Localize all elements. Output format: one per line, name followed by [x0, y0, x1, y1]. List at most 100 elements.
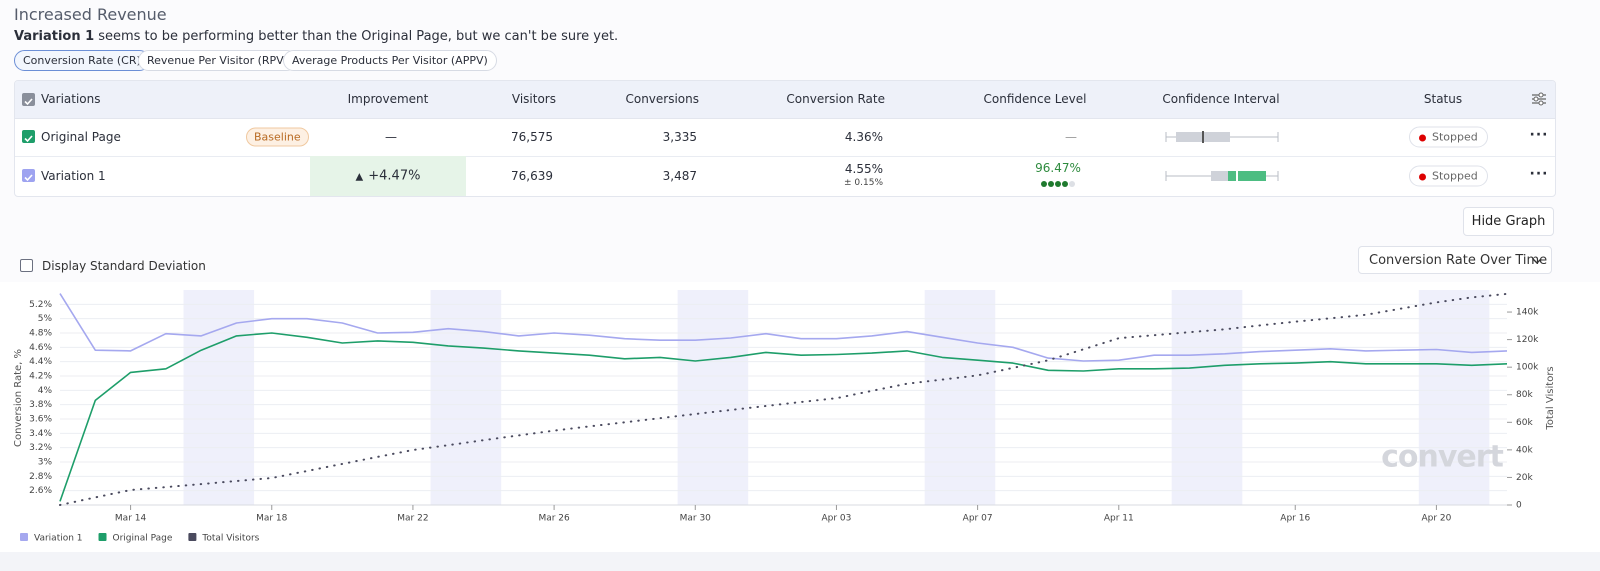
- y-tick-label: 4.6%: [29, 343, 52, 353]
- y2-tick-label: 60k: [1516, 418, 1533, 428]
- x-tick-label: Mar 26: [538, 514, 570, 524]
- column-header: Confidence Interval: [1162, 92, 1280, 106]
- improvement: —: [385, 130, 397, 144]
- variation-name: Variation 1: [41, 169, 106, 183]
- y-axis-title: Conversion Rate, %: [13, 349, 24, 447]
- row-menu[interactable]: ···: [1529, 166, 1549, 182]
- y2-tick-label: 40k: [1516, 445, 1533, 455]
- logo: convert: [1381, 440, 1503, 475]
- column-header: Improvement: [347, 92, 429, 106]
- y-tick-label: 3.4%: [29, 429, 52, 439]
- improvement-highlight: [310, 156, 466, 196]
- weekend-band: [430, 290, 502, 505]
- summary-bold: Variation 1: [14, 29, 95, 44]
- status: Stopped: [1409, 165, 1488, 187]
- row-menu[interactable]: ···: [1529, 127, 1549, 143]
- confidence-interval: [1165, 170, 1279, 182]
- y-tick-label: 4.2%: [29, 372, 52, 382]
- legend-label: Total Visitors: [201, 534, 259, 544]
- x-tick-label: Apr 16: [1280, 514, 1310, 524]
- legend-label: Variation 1: [34, 534, 83, 544]
- y-tick-label: 3%: [38, 458, 53, 468]
- x-tick-label: Apr 03: [821, 514, 851, 524]
- std-dev-label: Display Standard Deviation: [42, 259, 206, 273]
- status: Stopped: [1409, 126, 1488, 148]
- improvement: ▲ +4.47%: [355, 168, 421, 184]
- confidence: —: [1065, 130, 1077, 144]
- visitors: 76,639: [511, 169, 553, 183]
- chart-bg: [0, 282, 1600, 552]
- status-text: Stopped: [1432, 169, 1478, 183]
- conversion-rate-error: ± 0.15%: [844, 178, 883, 188]
- tab[interactable]: Revenue Per Visitor (RPV): [138, 50, 298, 71]
- checkbox[interactable]: [22, 93, 35, 106]
- y-tick-label: 4%: [38, 386, 53, 396]
- weekend-band: [1418, 290, 1490, 505]
- confidence-dots: [1041, 181, 1075, 187]
- table-row: [15, 118, 1555, 157]
- column-header: Status: [1423, 92, 1463, 106]
- x-tick-label: Apr 07: [963, 514, 993, 524]
- column-header: Conversions: [625, 92, 699, 106]
- y2-tick-label: 140k: [1516, 308, 1539, 318]
- tab[interactable]: Conversion Rate (CR): [14, 50, 150, 71]
- legend-swatch: [98, 533, 107, 541]
- summary: Variation 1 seems to be performing better…: [14, 29, 618, 44]
- x-tick-label: Mar 22: [397, 514, 428, 524]
- table-header: [15, 81, 1555, 119]
- column-header: Variations: [41, 92, 101, 106]
- hide-graph-button[interactable]: Hide Graph: [1463, 207, 1554, 236]
- graph-select-text: Conversion Rate Over Time: [1369, 253, 1548, 268]
- results-table: Variations Improvement Visitors Conversi…: [14, 80, 1556, 197]
- y2-tick-label: 20k: [1516, 473, 1533, 483]
- checkbox[interactable]: [22, 169, 35, 182]
- y-tick-label: 2.6%: [29, 486, 52, 496]
- y-tick-label: 5%: [38, 314, 53, 324]
- std-dev-checkbox[interactable]: [20, 259, 33, 272]
- column-header: Visitors: [511, 92, 556, 106]
- conversion-rate: 4.55%: [844, 162, 883, 176]
- confidence-interval: [1165, 131, 1279, 143]
- y-tick-label: 3.8%: [29, 400, 52, 410]
- baseline-badge: Baseline: [246, 127, 309, 147]
- status-text: Stopped: [1432, 130, 1478, 144]
- y-tick-label: 4.8%: [29, 329, 52, 339]
- improvement-text: +4.47%: [368, 168, 421, 184]
- y2-tick-label: 80k: [1516, 390, 1533, 400]
- tab[interactable]: Average Products Per Visitor (APPV): [283, 50, 497, 71]
- x-tick-label: Apr 20: [1421, 514, 1451, 524]
- x-tick-label: Mar 18: [256, 514, 288, 524]
- weekend-band: [183, 290, 255, 505]
- weekend-band: [1171, 290, 1243, 505]
- weekend-band: [924, 290, 996, 505]
- column-header: Confidence Level: [983, 92, 1087, 106]
- y-tick-label: 2.8%: [29, 472, 52, 482]
- y2-tick-label: 100k: [1516, 363, 1539, 373]
- x-tick-label: Mar 14: [115, 514, 147, 524]
- y-tick-label: 4.4%: [29, 357, 52, 367]
- y-tick-label: 3.2%: [29, 443, 52, 453]
- y-tick-label: 3.6%: [29, 415, 52, 425]
- confidence: 96.47%: [1035, 161, 1081, 175]
- conversions: 3,487: [662, 169, 697, 183]
- settings-icon[interactable]: [1531, 92, 1547, 106]
- legend-label: Original Page: [113, 534, 173, 544]
- section-title: Increased Revenue: [14, 5, 167, 24]
- legend-swatch: [20, 533, 28, 541]
- y2-tick-label: 0: [1516, 501, 1522, 511]
- graph-select[interactable]: Conversion Rate Over Time: [1358, 246, 1552, 274]
- checkbox[interactable]: [22, 130, 35, 143]
- column-header: Conversion Rate: [786, 92, 885, 106]
- footer-strip: [0, 552, 1600, 571]
- y2-axis-title: Total Visitors: [1545, 366, 1556, 430]
- y2-tick-label: 120k: [1516, 335, 1539, 345]
- conversion-rate: 4.36%: [844, 130, 883, 144]
- x-tick-label: Apr 11: [1104, 514, 1134, 524]
- series-line: [59, 332, 1508, 502]
- summary-text: seems to be performing better than the O…: [98, 29, 619, 44]
- series-line: [59, 293, 1508, 362]
- visitors: 76,575: [511, 130, 553, 144]
- conversions: 3,335: [662, 130, 697, 144]
